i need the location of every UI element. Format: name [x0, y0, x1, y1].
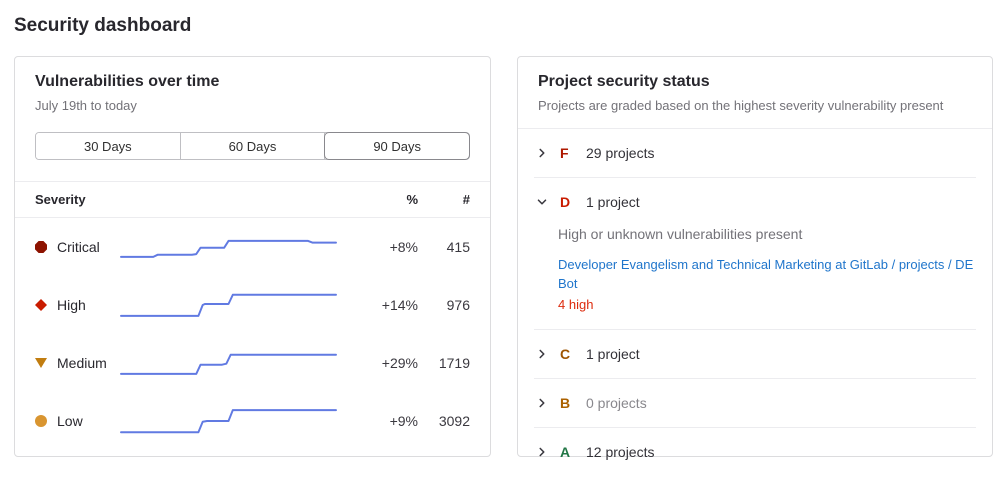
grade-d-details: High or unknown vulnerabilities present …: [534, 226, 976, 329]
vulnerability-count: 4 high: [558, 296, 594, 312]
vuln-panel-header: Vulnerabilities over time July 19th to t…: [15, 57, 490, 126]
range-button-90-days[interactable]: 90 Days: [325, 133, 470, 159]
severity-change-percent: +8%: [389, 239, 418, 255]
critical-severity-icon: [35, 241, 47, 253]
high-sparkline-chart: [120, 288, 337, 322]
grade-row-f[interactable]: F 29 projects: [534, 129, 976, 177]
count-column-header: #: [462, 192, 470, 207]
grade-project-count: 1 project: [586, 194, 640, 210]
grade-letter-a: A: [560, 443, 571, 460]
severity-count: 1719: [438, 355, 470, 371]
severity-label: Low: [57, 413, 83, 429]
dashboard-panels: Vulnerabilities over time July 19th to t…: [14, 56, 1000, 460]
chevron-right-icon[interactable]: [534, 395, 550, 411]
critical-sparkline-chart: [120, 230, 337, 264]
time-range-button-group: 30 Days 60 Days 90 Days: [35, 132, 470, 160]
project-security-status-panel: Project security status Projects are gra…: [517, 56, 993, 460]
grade-section-d: D 1 project High or unknown vulnerabilit…: [534, 178, 976, 330]
grade-row-d[interactable]: D 1 project: [534, 178, 976, 226]
grade-section-f: F 29 projects: [534, 129, 976, 178]
low-sparkline-chart: [120, 404, 337, 438]
table-row-low: Low +9% 3092: [15, 392, 490, 450]
table-row-high: High +14% 976: [15, 276, 490, 334]
range-button-60-days[interactable]: 60 Days: [180, 133, 326, 159]
severity-table-header: Severity % #: [15, 181, 490, 218]
medium-sparkline-chart: [120, 346, 337, 380]
status-panel-header: Project security status Projects are gra…: [518, 57, 992, 129]
table-row-critical: Critical +8% 415: [15, 218, 490, 276]
severity-label: Critical: [57, 239, 100, 255]
page-title: Security dashboard: [14, 15, 192, 36]
grade-section-a: A 12 projects: [534, 428, 976, 476]
severity-label: Medium: [57, 355, 107, 371]
range-button-30-days[interactable]: 30 Days: [36, 133, 181, 159]
severity-change-percent: +9%: [389, 413, 418, 429]
grade-project-count: 29 projects: [586, 145, 655, 161]
severity-change-percent: +14%: [381, 297, 418, 313]
severity-label: High: [57, 297, 86, 313]
severity-change-percent: +29%: [381, 355, 418, 371]
grade-project-count: 1 project: [586, 345, 640, 362]
chevron-right-icon[interactable]: [534, 444, 550, 460]
grade-project-count: 0 projects: [586, 394, 647, 411]
chevron-right-icon[interactable]: [534, 145, 550, 161]
severity-count: 3092: [438, 413, 470, 429]
grade-letter-f: F: [560, 145, 569, 161]
vulnerabilities-over-time-panel: Vulnerabilities over time July 19th to t…: [14, 56, 491, 457]
grade-row-b[interactable]: B 0 projects: [534, 379, 976, 427]
grade-section-b: B 0 projects: [534, 379, 976, 428]
grade-letter-c: C: [560, 345, 571, 362]
grade-letter-b: B: [560, 394, 571, 411]
grade-description: High or unknown vulnerabilities present: [558, 226, 803, 242]
severity-column-header: Severity: [35, 192, 86, 207]
table-row-medium: Medium +29% 1719: [15, 334, 490, 392]
chevron-right-icon[interactable]: [534, 346, 550, 362]
percent-column-header: %: [406, 192, 418, 207]
low-severity-icon: [35, 415, 47, 427]
vuln-panel-title: Vulnerabilities over time: [35, 73, 220, 90]
grade-project-count: 12 projects: [586, 443, 655, 460]
grade-section-c: C 1 project: [534, 330, 976, 379]
severity-count: 415: [446, 239, 470, 255]
project-link[interactable]: Developer Evangelism and Technical Marke…: [558, 257, 974, 291]
chevron-down-icon[interactable]: [534, 194, 550, 210]
grade-letter-d: D: [560, 194, 571, 210]
status-panel-title: Project security status: [538, 73, 710, 90]
grade-row-c[interactable]: C 1 project: [534, 330, 976, 378]
medium-severity-icon: [35, 358, 47, 368]
severity-count: 976: [446, 297, 470, 313]
vuln-panel-date-range: July 19th to today: [35, 98, 137, 113]
status-panel-subtitle: Projects are graded based on the highest…: [538, 98, 944, 113]
high-severity-icon: [35, 299, 47, 311]
grade-row-a[interactable]: A 12 projects: [534, 428, 976, 476]
